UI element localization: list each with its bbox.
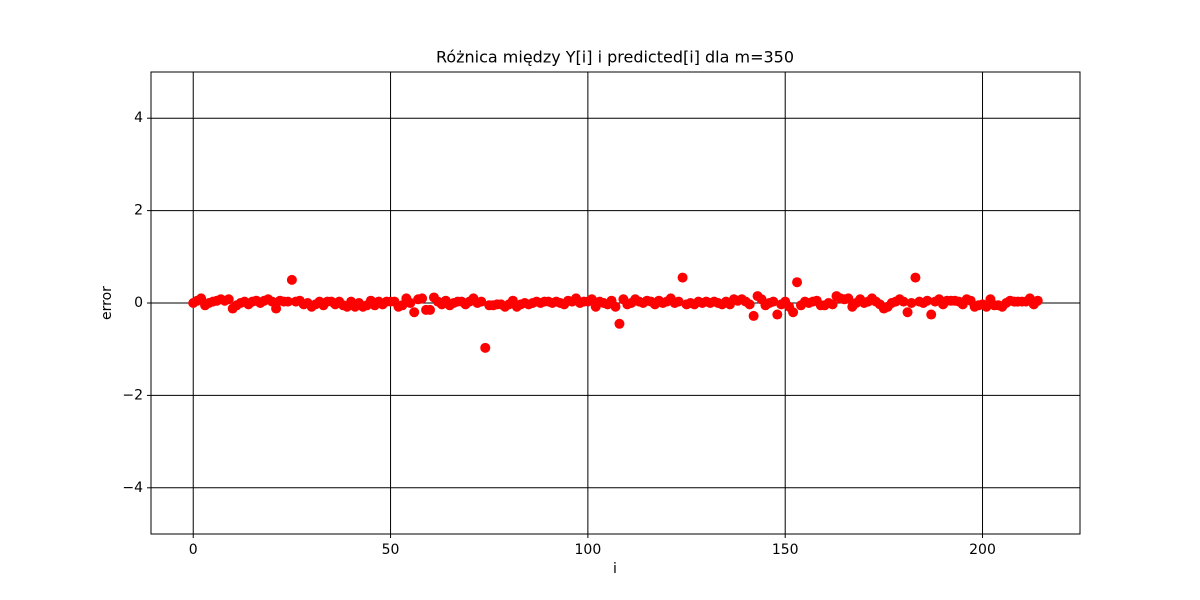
point — [744, 299, 755, 310]
points — [188, 272, 1043, 353]
point — [586, 294, 597, 305]
point — [610, 301, 621, 312]
x-tick-label: 100 — [575, 542, 602, 558]
point — [480, 342, 491, 353]
point — [827, 299, 838, 310]
point — [425, 304, 436, 315]
y-tick-label: 4 — [134, 110, 143, 126]
point — [1032, 295, 1043, 306]
point — [405, 298, 416, 308]
point — [902, 307, 913, 318]
point — [614, 318, 625, 329]
point — [677, 272, 688, 283]
x-axis-label: i — [613, 561, 617, 577]
point — [282, 296, 293, 307]
point — [772, 309, 783, 320]
x-tick-label: 200 — [969, 542, 996, 558]
y-tick-label: 2 — [134, 203, 143, 219]
x-tick-label: 50 — [382, 542, 400, 558]
point — [417, 293, 428, 304]
point — [843, 293, 854, 304]
y-axis-label: error — [99, 286, 115, 320]
point — [926, 309, 937, 320]
point — [898, 296, 909, 307]
point — [476, 296, 487, 307]
point — [409, 307, 420, 318]
x-tick-label: 150 — [772, 542, 799, 558]
point — [768, 296, 779, 307]
point — [906, 298, 917, 308]
point — [673, 296, 684, 307]
y-tick-label: −2 — [122, 387, 143, 403]
point — [910, 272, 921, 283]
x-tick-label: 0 — [189, 542, 198, 558]
point — [788, 307, 799, 318]
point — [271, 303, 282, 314]
point — [748, 310, 759, 321]
point — [286, 274, 297, 285]
point — [792, 277, 803, 288]
point — [922, 295, 933, 306]
point — [981, 301, 992, 312]
y-tick-label: −4 — [122, 480, 143, 496]
point — [223, 294, 234, 305]
chart-title: Różnica między Y[i] i predicted[i] dla m… — [436, 48, 794, 67]
y-tick-label: 0 — [134, 295, 143, 311]
